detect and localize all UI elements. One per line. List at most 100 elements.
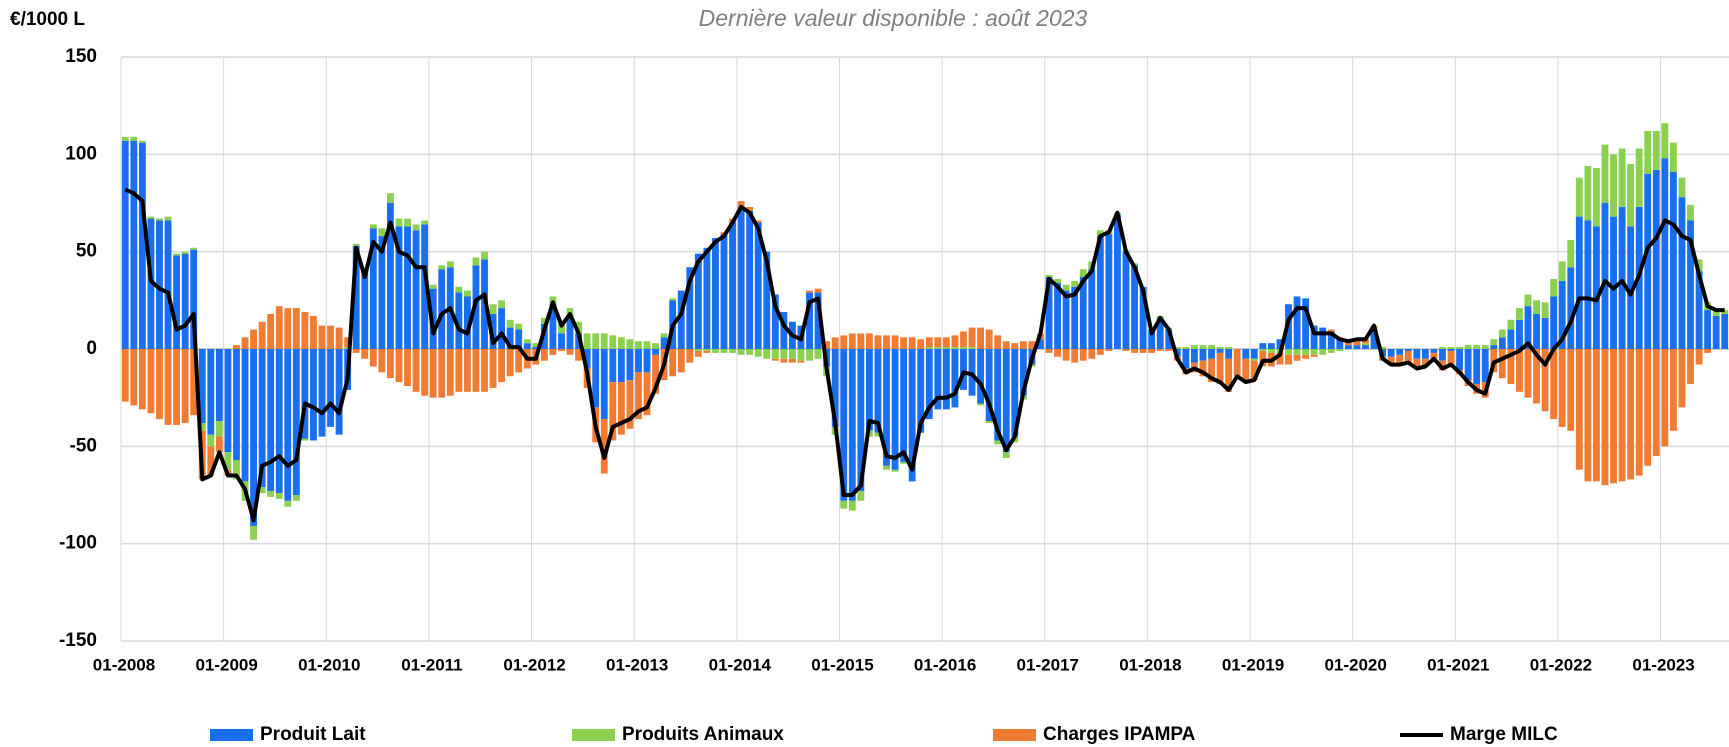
bar	[250, 349, 257, 527]
bar	[985, 329, 993, 349]
bar	[1456, 347, 1463, 349]
bar	[925, 349, 933, 420]
bar	[438, 349, 446, 398]
bar	[643, 341, 651, 349]
bar	[626, 339, 634, 349]
bar	[951, 347, 959, 349]
bar	[344, 347, 352, 349]
bar	[968, 347, 976, 349]
bar	[1054, 349, 1061, 357]
bar	[942, 337, 950, 348]
bar	[1199, 345, 1207, 349]
bar	[421, 220, 429, 225]
bar	[1310, 349, 1318, 355]
bar	[925, 347, 933, 349]
bar	[848, 349, 856, 501]
bar	[1669, 142, 1677, 172]
bar	[635, 349, 642, 373]
bar	[1362, 343, 1369, 346]
bar	[1627, 164, 1635, 227]
bar	[934, 349, 942, 410]
bar	[677, 349, 685, 373]
x-tick-label: 01-2020	[1324, 655, 1386, 674]
bar	[1541, 302, 1549, 318]
bar	[284, 349, 292, 501]
bar	[763, 251, 771, 349]
bar	[729, 222, 736, 349]
bar	[275, 493, 283, 499]
bar	[275, 349, 283, 494]
x-tick-label: 01-2015	[811, 655, 873, 674]
bar	[498, 349, 506, 383]
bar	[1054, 282, 1061, 349]
bar	[703, 247, 711, 349]
bar	[660, 333, 668, 338]
bar	[1216, 347, 1224, 349]
bar	[1079, 269, 1087, 277]
bar	[224, 349, 232, 453]
bar	[1327, 329, 1335, 332]
bar	[575, 349, 583, 361]
bar	[250, 526, 257, 540]
bar	[1105, 234, 1113, 349]
bar	[1344, 345, 1352, 349]
bar	[1208, 358, 1215, 383]
bar	[344, 337, 352, 348]
bar	[806, 349, 813, 361]
y-tick-label: -150	[59, 630, 97, 651]
bar	[1498, 349, 1506, 379]
bar	[626, 380, 634, 429]
x-tick-label: 01-2022	[1530, 655, 1592, 674]
bar	[1584, 349, 1592, 482]
bar	[1687, 204, 1694, 221]
bar	[540, 317, 548, 324]
bar	[994, 335, 1002, 349]
bar	[1550, 296, 1558, 349]
bar	[1379, 347, 1387, 349]
bar	[1019, 341, 1027, 349]
bar	[617, 349, 625, 383]
bar	[1712, 310, 1720, 316]
bar	[498, 300, 506, 309]
bar	[583, 349, 591, 369]
bar	[1139, 286, 1147, 349]
bar	[891, 469, 899, 472]
bar	[429, 349, 437, 398]
bar	[1516, 319, 1523, 349]
bar	[395, 349, 403, 383]
bar	[754, 349, 762, 357]
bar	[1327, 331, 1335, 349]
bar	[643, 349, 651, 373]
bar	[1079, 276, 1087, 349]
bar	[1225, 358, 1233, 392]
bar	[934, 347, 942, 349]
bar	[181, 253, 189, 349]
bar	[1028, 341, 1036, 349]
bar	[1242, 358, 1250, 383]
y-tick-label: 100	[65, 143, 97, 164]
bar	[891, 335, 899, 349]
bar	[1601, 203, 1609, 349]
legend-swatch	[572, 729, 615, 741]
bar	[1627, 349, 1635, 480]
bar	[181, 251, 189, 254]
bar	[147, 216, 155, 219]
bar	[481, 349, 488, 392]
bar	[130, 140, 138, 349]
bar	[301, 438, 309, 441]
y-tick-label: -50	[70, 435, 97, 456]
bar	[669, 349, 677, 377]
bar	[310, 349, 317, 441]
bar	[925, 337, 933, 348]
bar	[771, 294, 779, 349]
bar	[951, 349, 959, 408]
bar	[1481, 349, 1489, 383]
bar	[1695, 259, 1703, 272]
bar	[1516, 349, 1523, 392]
bar	[1430, 349, 1438, 353]
bar	[215, 421, 223, 437]
bar	[147, 349, 155, 414]
bar	[942, 349, 950, 410]
x-tick-label: 01-2009	[195, 655, 257, 674]
bar	[1593, 167, 1600, 227]
